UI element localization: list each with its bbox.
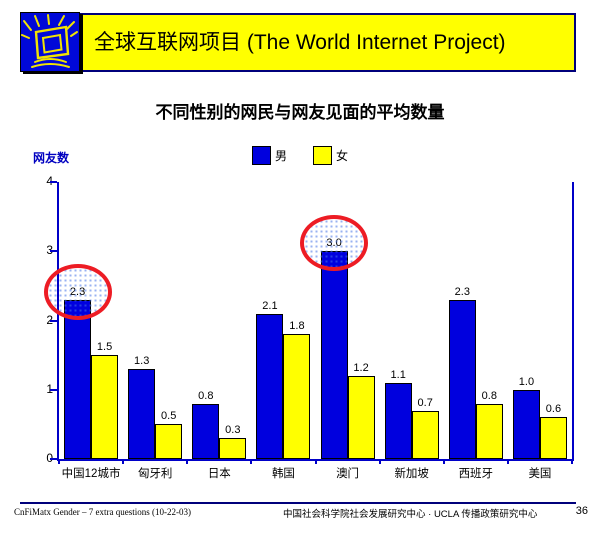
bar-value-label: 1.5: [96, 341, 113, 354]
bar-value-label: 1.2: [353, 361, 369, 374]
x-tick-mark: [58, 459, 60, 464]
x-tick-mark: [186, 459, 189, 464]
header-banner: 全球互联网项目 (The World Internet Project): [20, 13, 576, 72]
bar-男-美国: [512, 389, 540, 459]
bar-女-新加坡: [411, 410, 439, 459]
x-tick-mark: [378, 459, 381, 464]
y-tick-mark: [50, 319, 57, 322]
bar-男-西班牙: [448, 299, 476, 459]
y-tick-label: 0: [35, 451, 53, 465]
chart-title: 不同性别的网民与网友见面的平均数量: [155, 103, 445, 122]
monitor-rays-icon: [21, 14, 78, 68]
footer-organization: 中国社会科学院社会发展研究中心 · UCLA 传播政策研究中心: [283, 509, 538, 520]
slide-page-number: 36: [575, 505, 588, 517]
bar-value-label: 2.3: [69, 285, 86, 298]
bar-value-label: 0.5: [161, 410, 177, 423]
y-tick-mark: [50, 388, 57, 391]
bar-value-label: 1.0: [518, 375, 535, 388]
bar-女-韩国: [283, 334, 311, 459]
footer-filename: CnFiMatx Gender – 7 extra questions (10-…: [14, 507, 191, 517]
bar-value-label: 3.0: [326, 237, 342, 250]
bar-value-label: 0.8: [198, 389, 214, 402]
chart-legend: 男女: [0, 146, 600, 165]
y-tick-mark: [50, 458, 57, 460]
y-tick-label: 1: [35, 382, 53, 396]
bar-女-美国: [539, 417, 567, 459]
bar-男-新加坡: [384, 382, 412, 459]
bar-男-中国12城市: [64, 299, 92, 459]
x-tick-mark: [571, 459, 573, 464]
legend-label: 男: [274, 149, 287, 163]
bar-value-label: 0.8: [481, 389, 497, 402]
bar-女-匈牙利: [155, 424, 183, 459]
y-tick-label: 3: [35, 243, 53, 257]
bar-value-label: 0.6: [545, 403, 562, 416]
bar-女-中国12城市: [91, 355, 119, 459]
bar-value-label: 1.8: [289, 320, 305, 333]
bar-男-韩国: [256, 313, 284, 459]
plot-area: 01234中国12城市匈牙利日本韩国澳门新加坡西班牙美国2.31.30.82.1…: [43, 174, 574, 480]
legend-swatch-icon: [313, 146, 332, 165]
world-internet-project-logo-icon: [20, 12, 80, 72]
legend-item-女: 女: [313, 146, 348, 165]
y-axis-label: 网友数: [33, 151, 70, 165]
y-tick-mark: [50, 250, 57, 253]
x-tick-mark: [122, 459, 125, 464]
bar-男-日本: [192, 403, 220, 459]
x-category-label: 日本: [207, 468, 231, 480]
x-tick-mark: [506, 459, 509, 464]
bar-女-日本: [219, 438, 247, 459]
bar-男-澳门: [320, 251, 348, 459]
bar-value-label: 2.3: [454, 285, 470, 298]
bar-女-西班牙: [475, 403, 503, 459]
x-category-label: 西班牙: [458, 468, 494, 480]
slide-header-title: 全球互联网项目 (The World Internet Project): [94, 31, 506, 54]
x-category-label: 韩国: [271, 468, 295, 480]
x-category-label: 匈牙利: [137, 468, 173, 480]
y-tick-mark: [50, 181, 57, 183]
bar-女-澳门: [347, 375, 375, 459]
x-category-label: 澳门: [336, 468, 360, 480]
y-tick-label: 4: [35, 174, 53, 188]
x-category-label: 中国12城市: [61, 468, 121, 480]
legend-swatch-icon: [251, 146, 271, 165]
x-tick-mark: [250, 459, 253, 464]
x-tick-mark: [442, 459, 445, 464]
x-tick-mark: [314, 459, 317, 464]
bar-value-label: 1.3: [134, 354, 150, 367]
x-category-label: 新加坡: [394, 468, 429, 480]
bar-value-label: 0.3: [225, 424, 241, 437]
legend-label: 女: [336, 149, 349, 163]
bar-value-label: 1.1: [390, 368, 406, 381]
bar-value-label: 2.1: [262, 299, 278, 312]
x-category-label: 美国: [528, 468, 552, 480]
footer-divider: [20, 502, 576, 504]
bar-男-匈牙利: [128, 368, 156, 459]
legend-item-男: 男: [251, 146, 287, 165]
bar-value-label: 0.7: [417, 396, 433, 409]
